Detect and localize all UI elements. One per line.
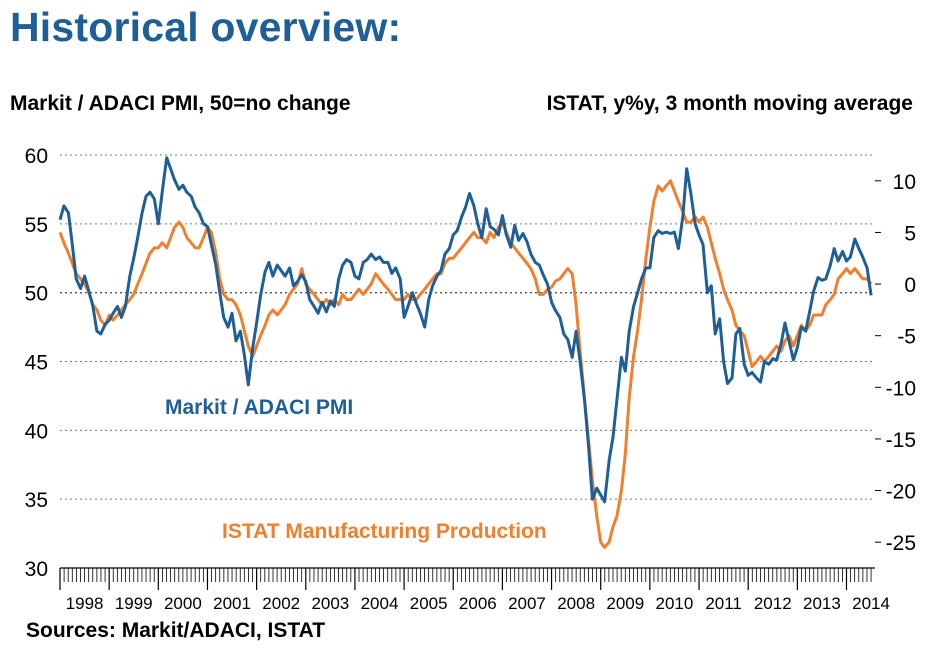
x-tick-label: 2006: [459, 594, 497, 613]
x-tick-label: 2000: [164, 594, 202, 613]
x-tick-label: 2011: [705, 594, 742, 613]
left-tick-label: 40: [25, 420, 48, 443]
pmi-series-line: [58, 156, 873, 504]
sources-note: Sources: Markit/ADACI, ISTAT: [26, 619, 326, 642]
grid-lines: [60, 154, 875, 500]
x-tick-label: 1998: [66, 594, 104, 613]
pmi-series-label: Markit / ADACI PMI: [165, 396, 353, 419]
left-axis-ticks: 30 35 40 45 50 55 60: [25, 145, 48, 581]
right-tick-label: -25: [886, 532, 916, 555]
x-tick-label: 2005: [410, 594, 448, 613]
x-tick-label: 2004: [361, 594, 399, 613]
istat-series-label: ISTAT Manufacturing Production: [222, 520, 547, 543]
right-tick-label: -5: [897, 326, 916, 349]
right-tick-label: -15: [886, 429, 916, 452]
right-axis-title: ISTAT, y%y, 3 month moving average: [546, 92, 913, 115]
istat-series-line: [58, 179, 873, 549]
x-tick-label: 2013: [803, 594, 841, 613]
page-title: Historical overview:: [10, 4, 402, 50]
x-tick-label: 2012: [754, 594, 792, 613]
x-tick-label: 2003: [311, 594, 349, 613]
series-lines: [58, 156, 873, 549]
x-tick-label: 1999: [115, 594, 153, 613]
x-tick-label: 2009: [606, 594, 644, 613]
x-tick-label: 2002: [262, 594, 300, 613]
x-tick-label: 2008: [557, 594, 595, 613]
x-axis: 1998 1999 2000 2001 2002 2003 2004 2005 2006 2007…: [59, 567, 890, 613]
right-tick-label: 10: [893, 171, 916, 194]
right-tick-label: -10: [886, 377, 916, 400]
right-tick-label: 0: [904, 274, 916, 297]
left-tick-label: 60: [25, 145, 48, 168]
right-tick-label: -20: [886, 481, 916, 504]
x-tick-label: 2014: [852, 594, 890, 613]
left-tick-label: 30: [25, 558, 48, 581]
left-tick-label: 50: [25, 283, 48, 306]
x-tick-label: 2001: [213, 594, 251, 613]
right-axis-ticks: 10 5 0 -5 -10 -15 -20 -25: [875, 171, 916, 555]
left-tick-label: 35: [25, 489, 48, 512]
left-tick-label: 45: [25, 352, 48, 375]
left-tick-label: 55: [25, 214, 48, 237]
right-tick-label: 5: [904, 222, 916, 245]
x-tick-label: 2007: [508, 594, 546, 613]
left-axis-title: Markit / ADACI PMI, 50=no change: [10, 92, 351, 115]
x-tick-label: 2010: [656, 594, 694, 613]
